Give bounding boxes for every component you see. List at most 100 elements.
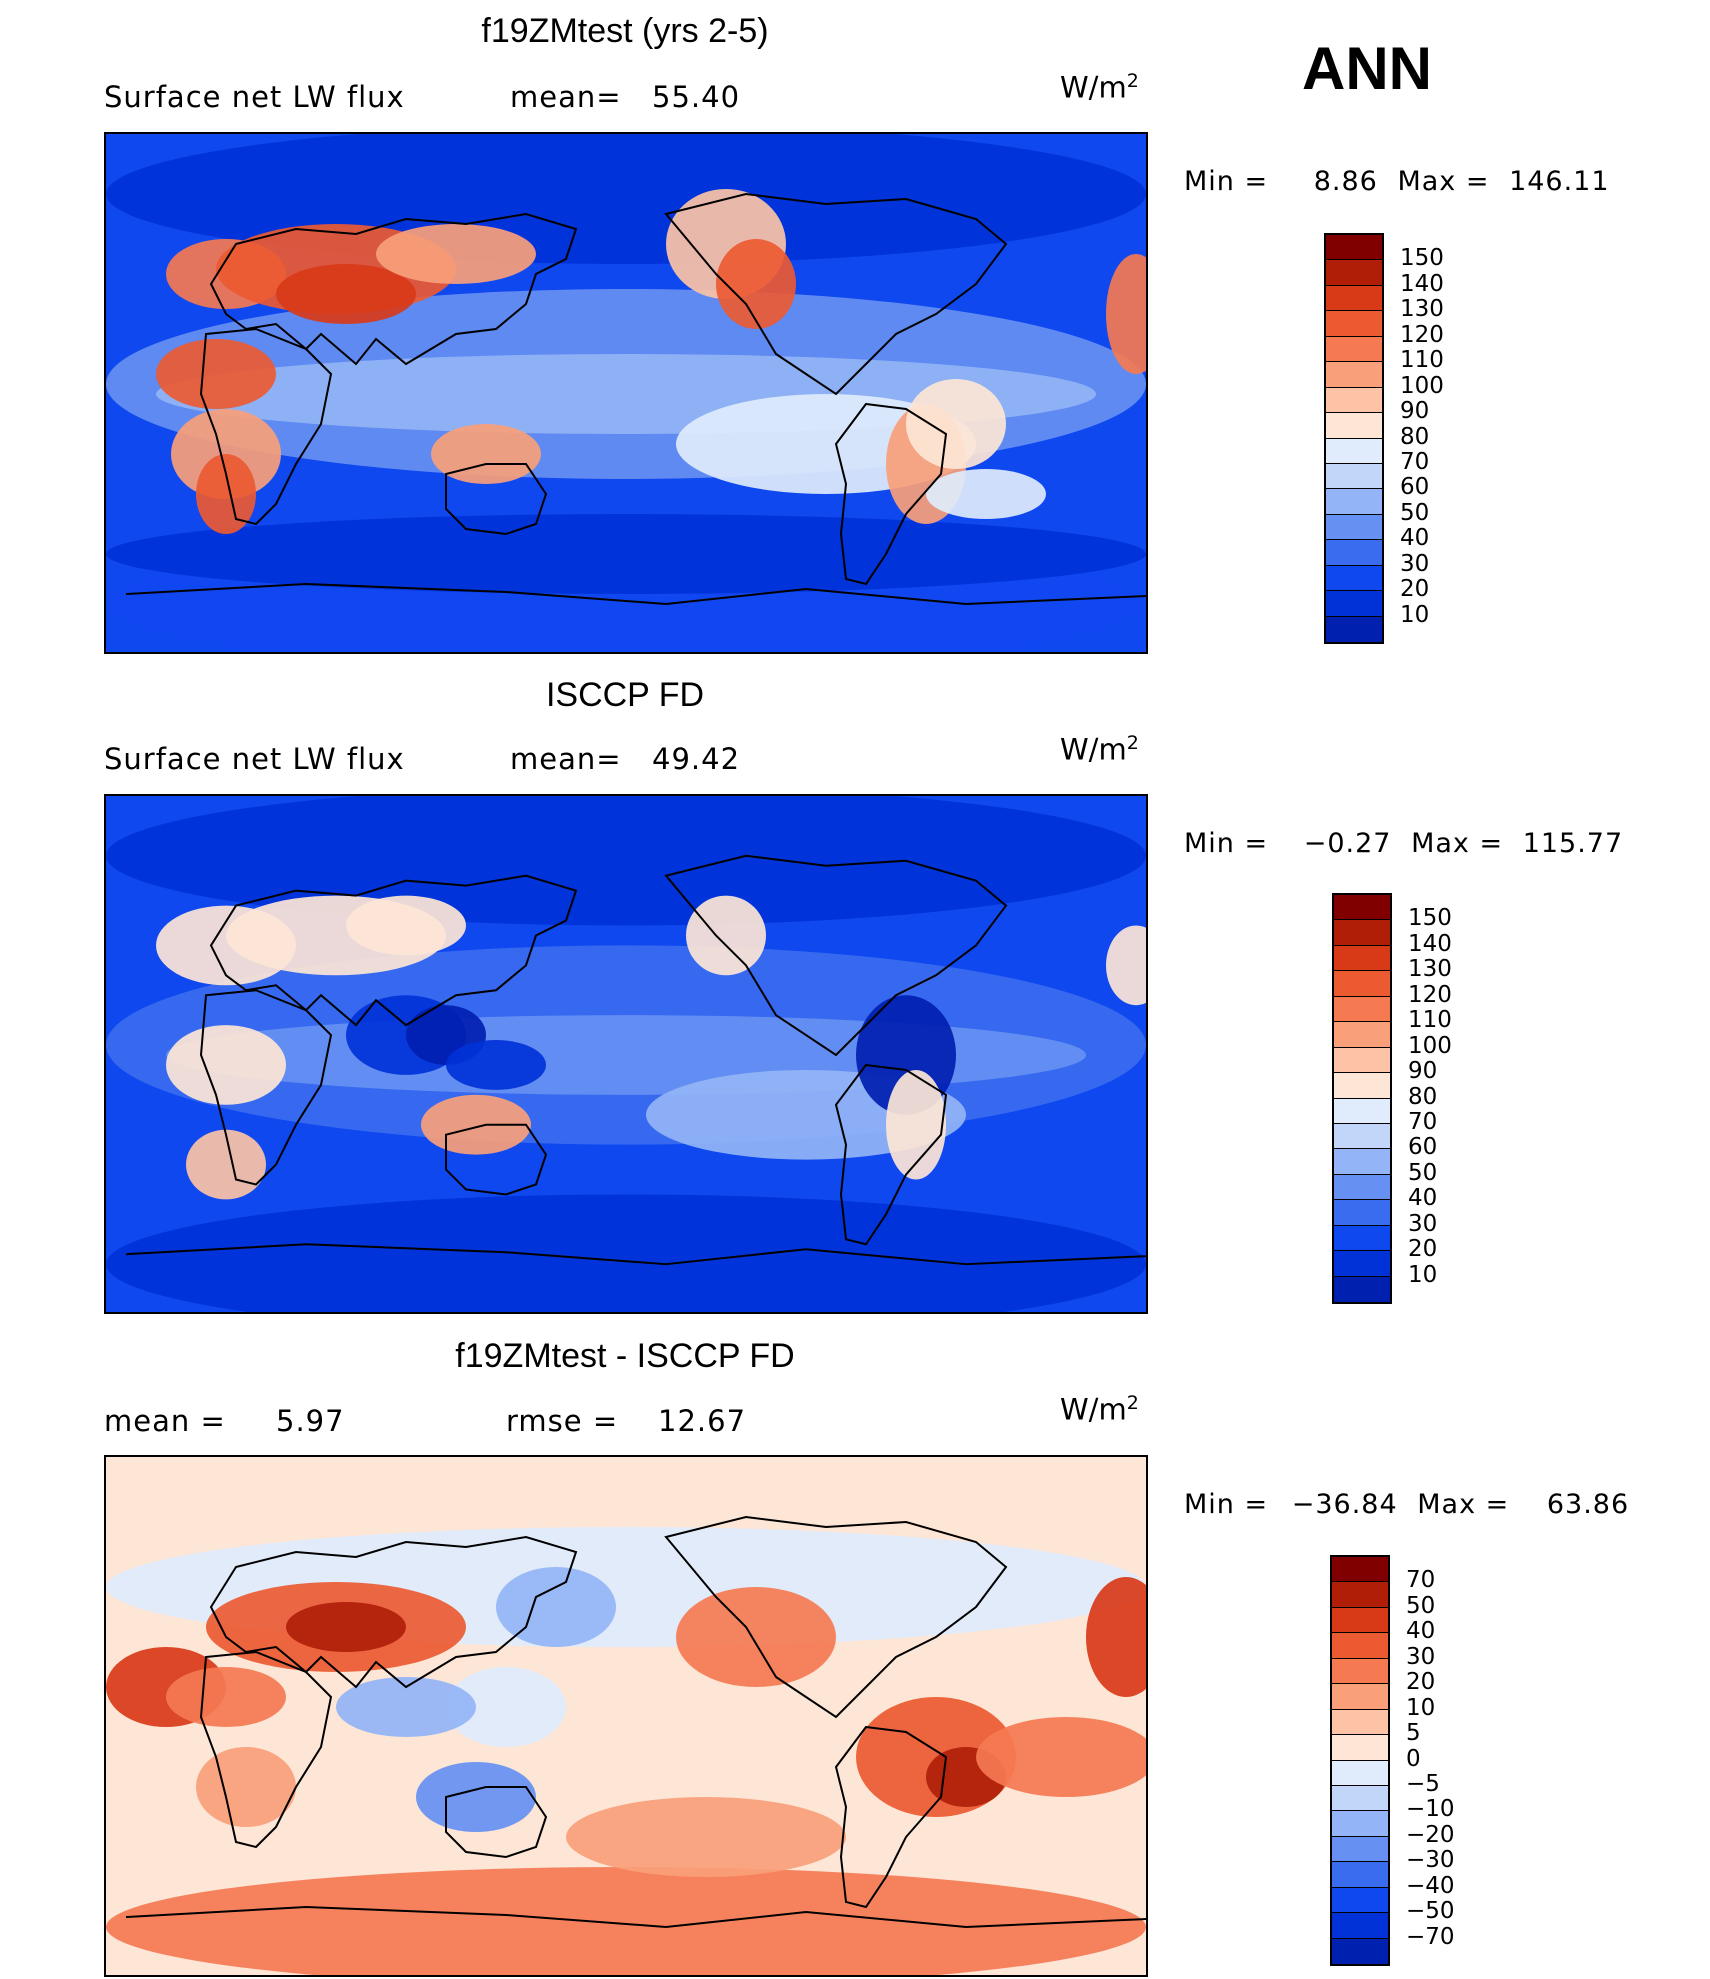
panel-1-title: f19ZMtest (yrs 2-5) [481, 12, 769, 50]
map-contour-region [166, 1025, 286, 1105]
coastline [664, 854, 1008, 1057]
panel-3-max-value: 63.86 [1546, 1489, 1630, 1520]
colorbar-tick-label: 150 [1408, 905, 1452, 932]
colorbar-cell [1326, 463, 1382, 490]
map-contour-region [446, 1667, 566, 1747]
coastline [445, 463, 548, 536]
colorbar-cell [1332, 1862, 1388, 1888]
colorbar-tick-label: −20 [1406, 1821, 1455, 1848]
colorbar-tick-label: 20 [1406, 1669, 1436, 1696]
coastline [199, 1650, 333, 1849]
colorbar-cell [1326, 514, 1382, 541]
panel-1-min-value: 8.86 [1313, 166, 1378, 197]
colorbar-cell [1334, 1098, 1390, 1124]
panel-2-colorbar [1332, 893, 1392, 1304]
colorbar-tick-label: 140 [1408, 930, 1452, 957]
panel-1-map [104, 132, 1148, 654]
map-contour-region [446, 1040, 546, 1090]
colorbar-cell [1332, 1938, 1388, 1964]
map-contour-region [566, 1797, 846, 1877]
map-contour-region [186, 1129, 266, 1200]
colorbar-cell [1334, 1251, 1390, 1277]
colorbar-tick-label: 60 [1408, 1134, 1438, 1161]
map-contour-region [106, 1194, 1146, 1312]
map-contour-region [431, 424, 541, 484]
colorbar-tick-label: 120 [1408, 981, 1452, 1008]
coastline [209, 212, 578, 366]
coastline [834, 402, 948, 586]
panel-3-units: W/m2 [1060, 1392, 1139, 1427]
colorbar-tick-label: 50 [1408, 1159, 1438, 1186]
colorbar-cell [1332, 1836, 1388, 1863]
colorbar-cell [1326, 540, 1382, 566]
coastline [445, 1123, 548, 1196]
panel-3-title: f19ZMtest - ISCCP FD [455, 1337, 795, 1375]
map-contour-region [421, 1094, 531, 1155]
colorbar-tick-label: 140 [1400, 270, 1444, 297]
coastline [125, 1905, 1146, 1929]
colorbar-tick-label: 30 [1406, 1643, 1436, 1670]
colorbar-tick-label: 5 [1406, 1720, 1421, 1747]
panel-3-max-label: Max = [1417, 1489, 1510, 1520]
map-contour-region [276, 264, 416, 324]
colorbar-tick-label: −30 [1406, 1847, 1455, 1874]
map-contour-region [166, 1667, 286, 1727]
colorbar-tick-label: −10 [1406, 1796, 1455, 1823]
colorbar-cell [1326, 260, 1382, 286]
map-contour-region [346, 895, 466, 956]
colorbar-cell [1326, 235, 1382, 261]
map-contour-region [1106, 254, 1146, 374]
colorbar-tick-label: 60 [1400, 474, 1430, 501]
panel-3-min-value: −36.84 [1291, 1489, 1398, 1520]
panel-2-map-svg [106, 796, 1146, 1312]
colorbar-cell [1332, 1785, 1388, 1812]
colorbar-cell [1332, 1557, 1388, 1583]
units-base: W/m [1060, 70, 1127, 105]
coastline [445, 1786, 548, 1859]
map-contour-region [496, 1567, 616, 1647]
colorbar-cell [1332, 1658, 1388, 1685]
panel-1-mean-label: mean= [510, 80, 622, 114]
colorbar-cell [1326, 413, 1382, 439]
panel-3-mean-label: mean = [104, 1404, 226, 1438]
season-label: ANN [1302, 35, 1432, 102]
colorbar-cell [1334, 1276, 1390, 1302]
colorbar-cell [1332, 1735, 1388, 1761]
panel-2-mean-value: 49.42 [652, 742, 741, 776]
colorbar-tick-label: 130 [1408, 956, 1452, 983]
panel-3-min-label: Min = [1184, 1489, 1269, 1520]
panel-2-map [104, 794, 1148, 1314]
colorbar-tick-label: 130 [1400, 296, 1444, 323]
colorbar-cell [1332, 1607, 1388, 1634]
coastline [199, 989, 333, 1186]
coastline [209, 1535, 578, 1689]
colorbar-cell [1332, 1633, 1388, 1659]
colorbar-tick-label: 30 [1408, 1210, 1438, 1237]
colorbar-cell [1326, 616, 1382, 642]
units-exponent: 2 [1126, 1392, 1139, 1414]
colorbar-cell [1326, 387, 1382, 414]
map-contour-region [906, 379, 1006, 469]
panel-1-max-value: 146.11 [1509, 166, 1610, 197]
map-contour-region [676, 1587, 836, 1687]
colorbar-tick-label: 100 [1408, 1032, 1452, 1059]
colorbar-cell [1326, 362, 1382, 388]
colorbar-cell [1334, 1200, 1390, 1226]
colorbar-cell [1334, 996, 1390, 1023]
colorbar-cell [1332, 1811, 1388, 1837]
colorbar-tick-label: 0 [1406, 1745, 1421, 1772]
map-contour-region [886, 1069, 946, 1180]
coastline [125, 1243, 1146, 1266]
panel-3-mean-value: 5.97 [276, 1404, 345, 1438]
units-base: W/m [1060, 732, 1127, 767]
panel-1-max-label: Max = [1397, 166, 1490, 197]
colorbar-tick-label: 70 [1406, 1567, 1436, 1594]
map-contour-region [1106, 925, 1146, 1006]
colorbar-tick-label: −40 [1406, 1872, 1455, 1899]
panel-3-rmse-value: 12.67 [658, 1404, 747, 1438]
colorbar-cell [1326, 489, 1382, 515]
units-base: W/m [1060, 1392, 1127, 1427]
colorbar-cell [1332, 1760, 1388, 1786]
panel-2-max-value: 115.77 [1522, 828, 1624, 859]
colorbar-tick-label: 110 [1408, 1007, 1452, 1034]
